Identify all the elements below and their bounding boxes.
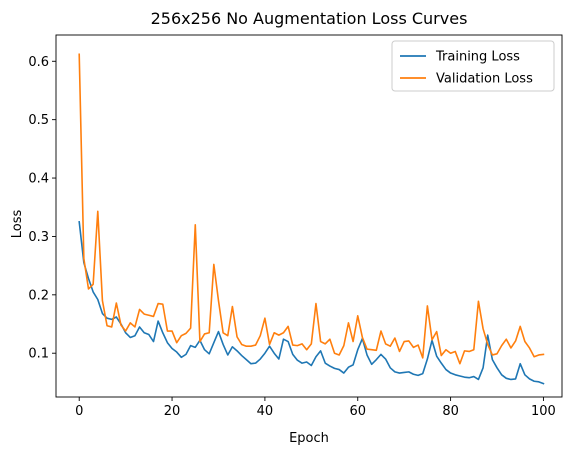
plot-frame xyxy=(55,34,563,398)
y-tick-label: 0.4 xyxy=(28,172,49,187)
training-loss-legend-label: Training Loss xyxy=(435,50,520,65)
x-axis-ticks: 0 20 40 60 80 100 xyxy=(75,397,556,419)
y-axis-label: Loss xyxy=(10,210,25,239)
validation-loss-legend-label: Validation Loss xyxy=(436,72,533,87)
chart-title: 256x256 No Augmentation Loss Curves xyxy=(151,9,468,28)
training-loss-line xyxy=(78,220,545,385)
y-tick-label: 0.6 xyxy=(28,55,49,70)
y-tick-label: 0.3 xyxy=(28,230,49,245)
validation-loss-line xyxy=(78,53,545,365)
x-tick-label: 100 xyxy=(531,404,556,419)
x-tick-label: 80 xyxy=(442,404,459,419)
x-tick-label: 0 xyxy=(75,404,83,419)
x-axis-label: Epoch xyxy=(289,431,329,446)
x-tick-label: 20 xyxy=(164,404,181,419)
y-tick-label: 0.1 xyxy=(28,347,49,362)
y-tick-label: 0.5 xyxy=(28,113,49,128)
y-axis-ticks: 0.1 0.2 0.3 0.4 0.5 0.6 xyxy=(28,55,56,362)
legend-box xyxy=(391,40,555,92)
plot-area xyxy=(55,34,563,398)
legend: Training Loss Validation Loss xyxy=(391,40,555,92)
x-tick-label: 60 xyxy=(349,404,366,419)
x-tick-label: 40 xyxy=(257,404,274,419)
y-tick-label: 0.2 xyxy=(28,288,49,303)
